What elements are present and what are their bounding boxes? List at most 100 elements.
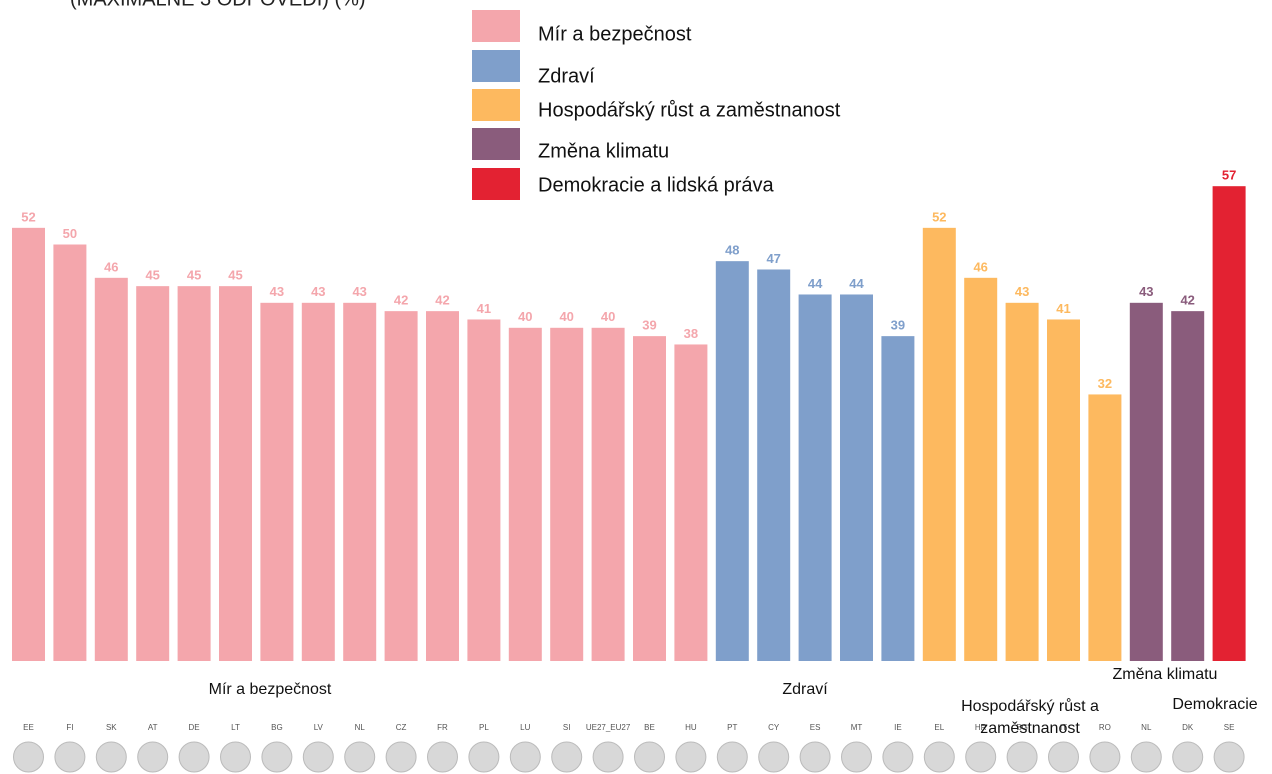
bar xyxy=(1212,186,1246,661)
value-label: 42 xyxy=(394,293,408,308)
bar xyxy=(798,294,832,661)
bar xyxy=(674,344,708,661)
x-tick-label: HU xyxy=(685,723,697,732)
value-label: 39 xyxy=(891,318,905,333)
flag-icon xyxy=(344,741,376,773)
value-label: 38 xyxy=(684,326,698,341)
bar xyxy=(53,244,87,661)
value-label: 45 xyxy=(145,268,159,283)
bar xyxy=(12,227,45,661)
value-label: 45 xyxy=(228,268,242,283)
flag-icon xyxy=(1213,741,1245,773)
flag-icon xyxy=(1172,741,1204,773)
x-tick-label: BG xyxy=(1016,723,1028,732)
flag-icon xyxy=(137,741,169,773)
bar xyxy=(301,302,335,661)
value-label: 44 xyxy=(808,276,823,291)
value-label: 39 xyxy=(642,318,656,333)
bar xyxy=(550,327,584,661)
x-tick-label: LT xyxy=(231,723,240,732)
group-label: Mír a bezpečnost xyxy=(209,681,332,698)
x-tick-label: EE xyxy=(23,723,34,732)
legend-swatch xyxy=(472,128,520,160)
x-tick-label: SE xyxy=(1224,723,1235,732)
value-label: 40 xyxy=(559,309,573,324)
value-label: 42 xyxy=(435,293,449,308)
flag-icon xyxy=(1130,741,1162,773)
group-label: Demokracie xyxy=(1172,696,1257,713)
legend-label: Demokracie a lidská práva xyxy=(538,174,775,196)
flag-icon xyxy=(95,741,127,773)
x-tick-label: NL xyxy=(355,723,366,732)
x-tick-label: LU xyxy=(520,723,530,732)
bar xyxy=(591,327,625,661)
value-label: 43 xyxy=(352,284,366,299)
bar xyxy=(633,336,666,661)
bar xyxy=(136,286,170,661)
flag-icon xyxy=(551,741,583,773)
bar xyxy=(881,336,915,661)
x-tick-label: RO xyxy=(1099,723,1111,732)
x-tick-label: UE27_EU27 xyxy=(586,723,631,732)
flag-icon xyxy=(882,741,914,773)
x-tick-label: EL xyxy=(934,723,944,732)
flag-icon xyxy=(1006,741,1038,773)
legend-swatch xyxy=(472,10,520,42)
x-tick-label: HR xyxy=(975,723,987,732)
x-tick-label: BG xyxy=(271,723,283,732)
x-tick-label: SK xyxy=(106,723,117,732)
value-label: 46 xyxy=(104,259,118,274)
value-label: 42 xyxy=(1180,293,1194,308)
x-tick-label: ES xyxy=(810,723,821,732)
bar xyxy=(177,286,211,661)
bar xyxy=(467,319,501,661)
flag-icon xyxy=(634,741,665,773)
group-label: Zdraví xyxy=(782,681,828,698)
value-label: 43 xyxy=(1015,284,1029,299)
legend-swatch xyxy=(472,89,520,121)
x-tick-label: IT xyxy=(1060,723,1067,732)
flag-icon xyxy=(965,741,997,773)
x-tick-label: BE xyxy=(644,723,655,732)
bar xyxy=(757,269,791,661)
legend-swatch xyxy=(472,50,520,82)
flag-icon xyxy=(758,741,790,773)
x-tick-label: PT xyxy=(727,723,737,732)
bar xyxy=(1171,311,1205,661)
bar xyxy=(715,261,749,661)
value-label: 32 xyxy=(1098,376,1112,391)
flag-icon xyxy=(54,741,86,773)
flag-icon xyxy=(799,741,831,773)
flag-icon xyxy=(13,741,44,773)
value-label: 43 xyxy=(311,284,325,299)
x-tick-label: DE xyxy=(189,723,200,732)
flag-icon xyxy=(178,741,210,773)
x-tick-label: CY xyxy=(768,723,780,732)
group-label: Hospodářský růst a zaměstnanost xyxy=(961,697,1099,737)
flag-icon xyxy=(261,741,293,773)
x-tick-label: DK xyxy=(1182,723,1194,732)
flag-icon xyxy=(468,741,500,773)
flag-icon xyxy=(302,741,334,773)
value-label: 43 xyxy=(270,284,284,299)
legend-label: Změna klimatu xyxy=(538,140,669,162)
x-tick-label: FI xyxy=(66,723,73,732)
flag-icon xyxy=(220,741,251,773)
value-label: 46 xyxy=(973,259,987,274)
legend-label: Mír a bezpečnost xyxy=(538,23,692,45)
flag-icon xyxy=(427,741,458,773)
value-label: 57 xyxy=(1222,168,1236,183)
bar xyxy=(964,277,998,661)
bar xyxy=(508,327,542,661)
flag-icon xyxy=(923,741,955,773)
flag-icon xyxy=(675,741,707,773)
flag-icon xyxy=(841,741,872,773)
legend-swatch xyxy=(472,168,520,200)
flag-icon xyxy=(509,741,541,773)
chart-title: (MAXIMÁLNĚ 3 ODPOVĚDI) (%) xyxy=(70,0,366,10)
x-tick-label: LV xyxy=(314,723,324,732)
x-tick-label: FR xyxy=(437,723,448,732)
bar xyxy=(384,311,418,661)
flag-icon xyxy=(1089,741,1121,773)
